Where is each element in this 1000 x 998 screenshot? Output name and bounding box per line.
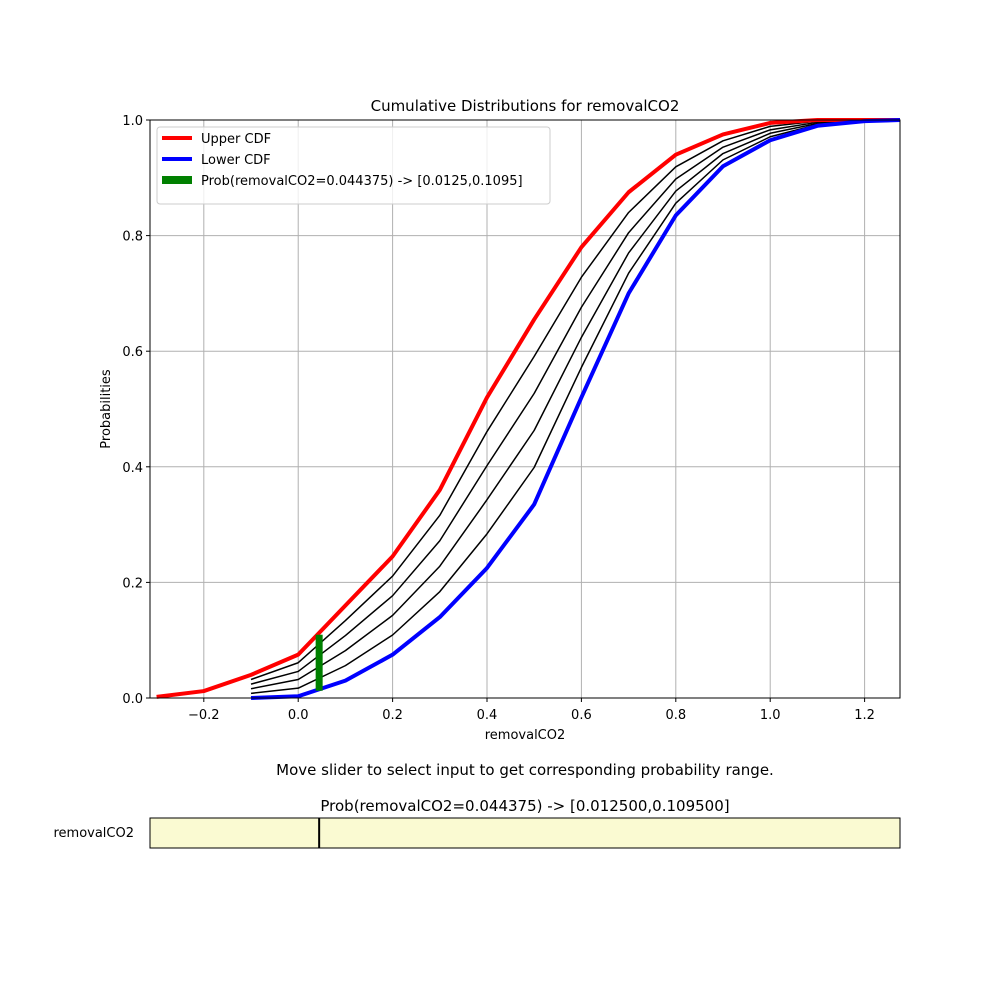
x-tick-label: 0.8: [665, 708, 686, 723]
cdf-line: [250, 119, 901, 690]
y-tick-label: 1.0: [122, 114, 143, 129]
y-axis-label: Probabilities: [99, 369, 114, 449]
x-tick-label: 1.2: [854, 708, 875, 723]
x-tick-label: −0.2: [188, 708, 220, 723]
legend-label: Lower CDF: [201, 153, 271, 168]
x-tick-label: 1.0: [760, 708, 781, 723]
cdf-line: [156, 118, 900, 699]
y-tick-label: 0.2: [122, 576, 143, 591]
cdf-line: [250, 118, 901, 700]
cdf-line: [250, 119, 901, 685]
legend-label: Upper CDF: [201, 132, 271, 147]
x-tick-label: 0.0: [288, 708, 309, 723]
x-tick-label: 0.2: [382, 708, 403, 723]
y-tick-label: 0.8: [122, 230, 143, 245]
x-tick-label: 0.4: [477, 708, 498, 723]
y-tick-label: 0.4: [122, 461, 143, 476]
plot-frame: [149, 119, 901, 699]
instruction: Move slider to select input to get corre…: [276, 761, 774, 779]
result-text: Prob(removalCO2=0.044375) -> [0.012500,0…: [320, 797, 729, 815]
legend-label: Prob(removalCO2=0.044375) -> [0.0125,0.1…: [201, 174, 523, 189]
x-axis-label: removalCO2: [485, 728, 566, 743]
chart-title: Cumulative Distributions for removalCO2: [371, 97, 680, 115]
slider-track[interactable]: [149, 817, 901, 849]
legend-box: [156, 126, 551, 205]
x-tick-label: 0.6: [571, 708, 592, 723]
y-tick-label: 0.0: [122, 692, 143, 707]
slider-label: removalCO2: [53, 826, 134, 841]
y-tick-label: 0.6: [122, 345, 143, 360]
probability-interval: [315, 634, 323, 691]
